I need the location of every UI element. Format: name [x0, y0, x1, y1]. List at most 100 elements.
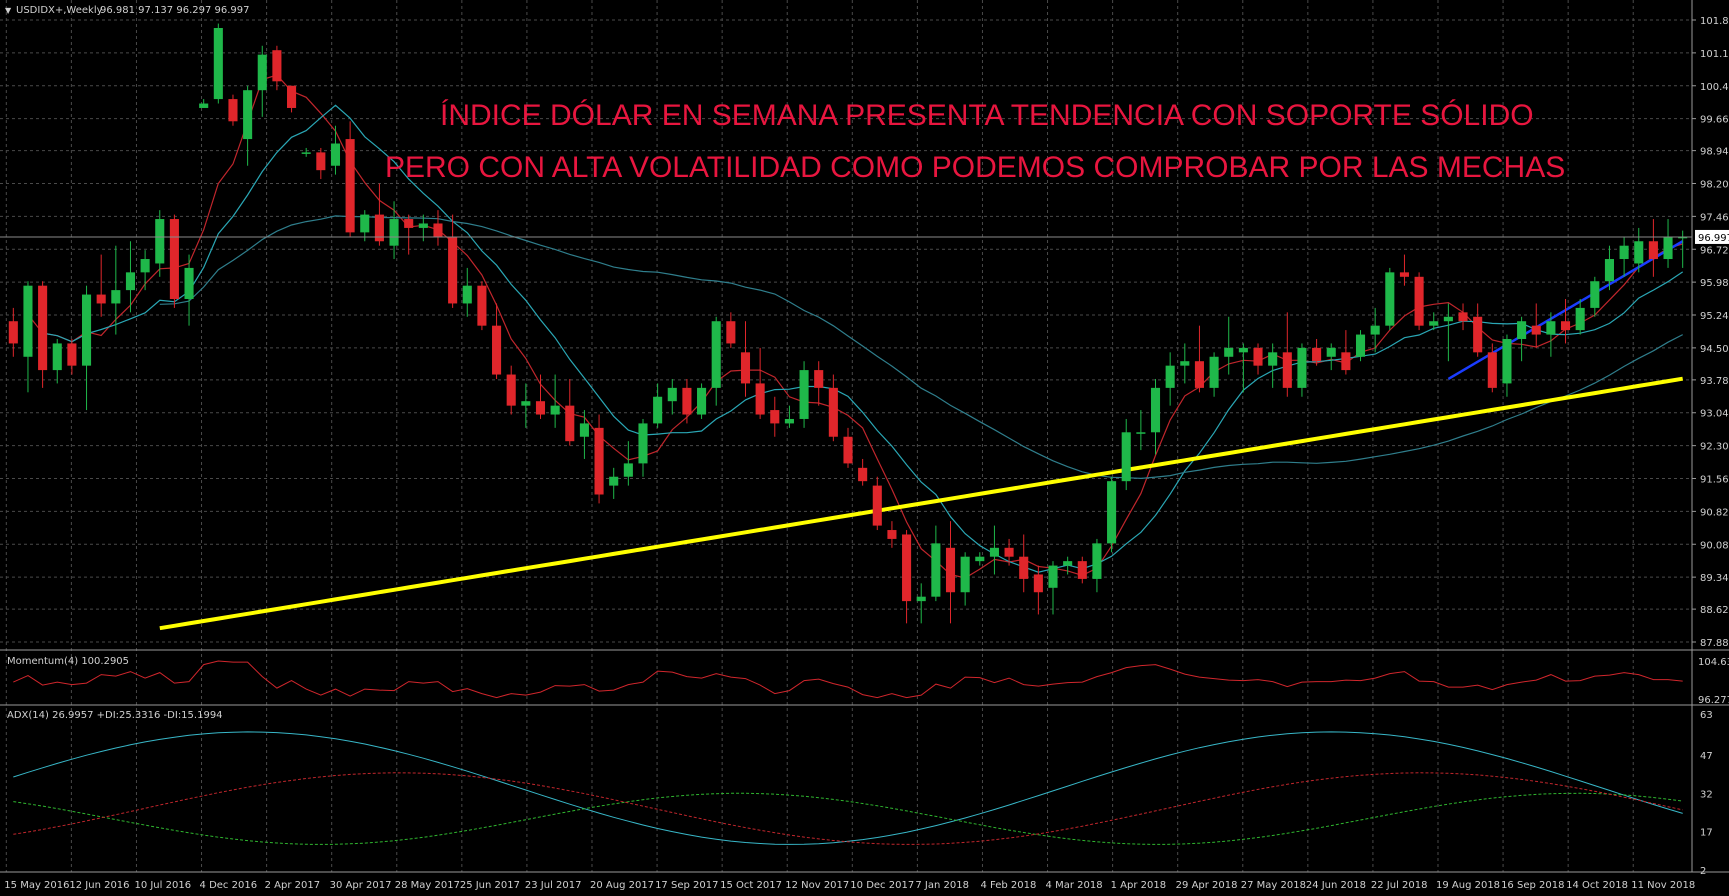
candle-body: [887, 530, 897, 539]
price-tick-label: 95.240: [1700, 311, 1729, 322]
candle-body: [1063, 561, 1073, 566]
time-tick-label: 16 Sep 2018: [1501, 880, 1564, 891]
candle-body: [1312, 347, 1322, 362]
time-tick-label: 24 Jun 2018: [1306, 880, 1366, 891]
time-tick-label: 11 Nov 2018: [1631, 880, 1695, 891]
candle-body: [726, 321, 736, 344]
candle-body: [477, 285, 487, 326]
price-tick-label: 99.660: [1700, 115, 1729, 126]
price-tick-label: 93.780: [1700, 376, 1729, 387]
candle-body: [653, 396, 663, 424]
candle-body: [975, 556, 985, 562]
candle-body: [1092, 543, 1102, 579]
time-tick-label: 2 Apr 2017: [265, 880, 320, 891]
price-tick-label: 93.040: [1700, 409, 1729, 420]
candle-body: [872, 485, 882, 526]
candle-body: [1253, 347, 1263, 366]
candle-body: [1048, 565, 1058, 588]
candle-body: [1678, 236, 1688, 239]
candle-body: [1399, 272, 1409, 277]
ma-200-line: [159, 376, 1684, 631]
candle-body: [1355, 334, 1366, 357]
candle-body: [1546, 321, 1556, 335]
candle-body: [199, 103, 209, 108]
candle-body: [960, 556, 970, 593]
time-tick-label: 4 Feb 2018: [980, 880, 1036, 891]
candle-body: [330, 143, 341, 166]
candle-body: [492, 325, 502, 375]
candle-body: [81, 294, 92, 366]
candle-body: [345, 139, 355, 233]
candle-body: [1033, 574, 1043, 593]
adx-tick-label: 2: [1700, 866, 1706, 877]
candle-body: [1590, 281, 1600, 308]
candle-body: [1517, 321, 1527, 339]
candle-body: [1604, 259, 1615, 282]
price-tick-label: 97.460: [1700, 212, 1729, 223]
candle-body: [1209, 356, 1219, 388]
candle-body: [389, 219, 399, 246]
candle-body: [1077, 561, 1087, 579]
candle-body: [1194, 361, 1204, 388]
candle-body: [858, 467, 868, 482]
candle-body: [799, 370, 809, 419]
price-tick-label: 95.980: [1700, 278, 1729, 289]
candle-body: [828, 387, 838, 437]
candle-body: [1663, 236, 1673, 260]
candle-body: [287, 85, 297, 108]
time-tick-label: 14 Oct 2018: [1566, 880, 1628, 891]
ma-fast-line: [27, 74, 1683, 579]
candle-body: [448, 236, 458, 304]
candle-body: [667, 387, 677, 402]
candle-body: [1004, 547, 1014, 557]
ma-slow-line: [159, 215, 1683, 480]
ohlc-values: 96.981 97.137 96.297 96.997: [100, 5, 250, 16]
candle-body: [96, 294, 106, 304]
time-tick-label: 15 May 2016: [4, 880, 69, 891]
time-tick-label: 27 May 2018: [1241, 880, 1306, 891]
candle-body: [1458, 312, 1468, 322]
indicator-lines: [13, 660, 1683, 845]
candle-body: [550, 405, 560, 415]
time-tick-label: 28 May 2017: [395, 880, 460, 891]
time-tick-label: 10 Dec 2017: [850, 880, 914, 891]
candle-body: [360, 214, 370, 233]
candle-body: [316, 152, 326, 171]
candle-body: [8, 321, 18, 344]
candle-body: [67, 343, 77, 366]
candle-body: [1502, 338, 1512, 384]
time-tick-label: 4 Mar 2018: [1046, 880, 1103, 891]
candle-body: [257, 54, 267, 91]
candle-body: [1019, 556, 1029, 579]
candle-body: [1414, 276, 1424, 326]
time-tick-label: 4 Dec 2016: [200, 880, 258, 891]
price-tick-label: 100.400: [1700, 82, 1729, 93]
candle-body: [1107, 481, 1117, 544]
momentum-tick-label: 96.2774: [1698, 695, 1729, 706]
candle-body: [272, 50, 282, 82]
price-tick-label: 87.880: [1700, 638, 1729, 649]
time-tick-label: 15 Oct 2017: [720, 880, 782, 891]
candle-body: [1443, 316, 1453, 322]
candle-body: [155, 219, 165, 264]
candle-body: [1268, 352, 1278, 366]
candle-body: [1385, 272, 1395, 326]
annotation-line-2: PERO CON ALTA VOLATILIDAD COMO PODEMOS C…: [385, 151, 1565, 184]
candle-body: [1150, 387, 1161, 433]
time-tick-label: 19 Aug 2018: [1436, 880, 1500, 891]
momentum-tick-label: 104.6353: [1698, 657, 1729, 668]
candle-body: [711, 321, 721, 388]
candle-body: [140, 259, 150, 273]
candle-body: [623, 463, 633, 477]
time-tick-label: 12 Jun 2016: [69, 880, 129, 891]
candle-body: [1341, 352, 1351, 371]
price-tick-label: 90.080: [1700, 540, 1729, 551]
candle-body: [1136, 432, 1146, 434]
price-tick-label: 89.340: [1700, 573, 1729, 584]
candle-body: [1238, 347, 1248, 353]
candle-body: [594, 427, 604, 495]
candle-body: [1531, 325, 1541, 335]
adx-tick-label: 17: [1700, 828, 1713, 839]
candle-body: [565, 405, 575, 442]
